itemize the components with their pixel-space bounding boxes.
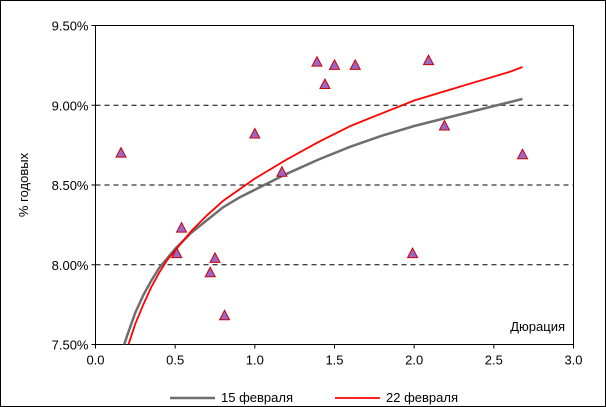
- x-tick-label: 3.0: [564, 353, 582, 368]
- y-axis-title: % годовых: [16, 152, 31, 217]
- data-point: [249, 127, 261, 139]
- y-tick-label: 7.50%: [52, 338, 89, 353]
- data-point: [422, 54, 435, 66]
- legend: 15 февраля 22 февраля: [170, 390, 458, 405]
- data-point: [311, 55, 323, 67]
- data-point: [406, 247, 419, 259]
- data-point: [319, 77, 331, 90]
- y-axis-ticks: 7.50% 8.00% 8.50% 9.00% 9.50%: [52, 19, 96, 353]
- x-tick-label: 2.0: [405, 353, 423, 368]
- y-tick-label: 9.50%: [52, 19, 89, 34]
- y-tick-label: 8.00%: [52, 258, 89, 273]
- data-point: [115, 146, 127, 158]
- x-tick-label: 2.5: [485, 353, 503, 368]
- data-point: [328, 58, 341, 70]
- y-tick-label: 8.50%: [52, 178, 89, 193]
- series-lines: [123, 66, 523, 345]
- legend-label: 15 февраля: [221, 390, 293, 405]
- data-point: [218, 309, 231, 321]
- data-point: [349, 58, 362, 70]
- x-axis-title: Дюрация: [510, 319, 565, 334]
- x-tick-label: 0.0: [86, 353, 104, 368]
- data-point: [170, 247, 183, 259]
- data-point: [204, 266, 217, 278]
- data-point: [175, 221, 188, 233]
- y-tick-label: 9.00%: [52, 98, 89, 113]
- series-line: [123, 97, 523, 345]
- data-point: [438, 119, 451, 131]
- data-points: [115, 54, 529, 321]
- x-axis-ticks: 0.0 0.5 1.0 1.5 2.0 2.5 3.0: [86, 344, 583, 368]
- x-tick-label: 0.5: [166, 353, 184, 368]
- data-point: [209, 251, 221, 263]
- data-point: [516, 148, 529, 160]
- legend-label: 22 февраля: [386, 390, 458, 405]
- series-line: [127, 66, 523, 345]
- x-tick-label: 1.0: [246, 353, 264, 368]
- x-tick-label: 1.5: [325, 353, 343, 368]
- data-point: [276, 165, 288, 177]
